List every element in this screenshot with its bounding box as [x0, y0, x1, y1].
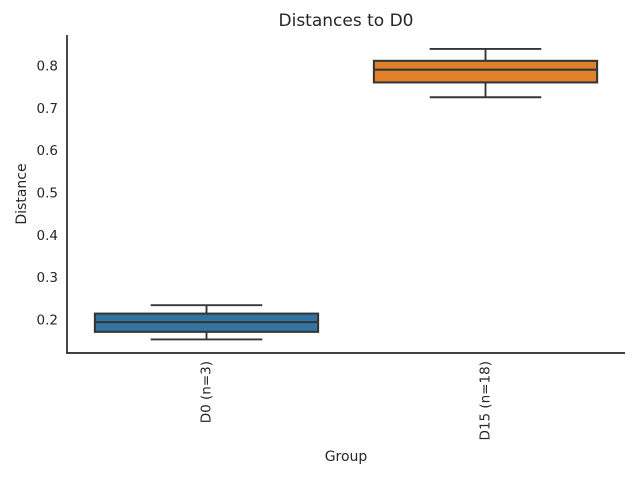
- plot-area: 0.2 0.3 0.4 0.5 0.6 0.7 0.8 D0 (n=3) D15 (n=18): [37, 35, 625, 440]
- y-tick-label: 0.6: [37, 143, 58, 159]
- y-tick-label: 0.8: [37, 58, 58, 74]
- y-tick-label: 0.3: [37, 270, 58, 286]
- y-tick-label: 0.2: [37, 312, 58, 328]
- x-tick-label: D0 (n=3): [199, 361, 215, 423]
- x-axis-label: Group: [325, 449, 368, 465]
- box-0: [93, 304, 320, 341]
- y-tick-label: 0.4: [37, 228, 58, 244]
- y-tick-label: 0.7: [37, 101, 58, 117]
- box-rect: [372, 59, 599, 84]
- box-1: [372, 48, 599, 99]
- x-tick-label: D15 (n=18): [478, 361, 494, 440]
- y-axis-label: Distance: [14, 163, 30, 224]
- y-tick-label: 0.5: [37, 185, 58, 201]
- chart-title: Distances to D0: [279, 11, 414, 31]
